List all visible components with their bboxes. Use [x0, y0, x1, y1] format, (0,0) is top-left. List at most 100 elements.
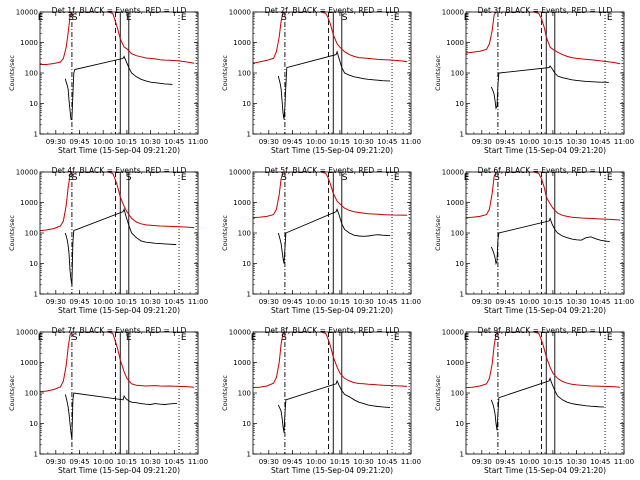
marker-s-3: S: [126, 173, 132, 183]
x-tick-label: 09:30: [46, 298, 66, 306]
series-lld-line: [466, 332, 621, 389]
x-tick-label: 10:30: [141, 298, 161, 306]
y-tick-label: 100: [25, 70, 38, 78]
marker-s-1: S: [68, 173, 74, 183]
marker-e-4: E: [181, 333, 187, 343]
x-tick-label: 10:30: [354, 458, 374, 466]
x-tick-label: 10:30: [567, 458, 587, 466]
y-tick-label: 10000: [229, 9, 251, 17]
y-tick-label: 10: [29, 100, 38, 108]
x-tick-label: 09:45: [495, 458, 515, 466]
marker-e-4: E: [181, 173, 187, 183]
panel-title: Det 8f, BLACK = Events, RED = LLD: [265, 326, 400, 335]
x-tick-label: 09:30: [46, 138, 66, 146]
x-tick-label: 09:45: [69, 458, 89, 466]
x-tick-label: 10:30: [567, 298, 587, 306]
y-tick-label: 10: [455, 420, 464, 428]
y-axis-label: Counts/sec: [8, 215, 16, 251]
y-tick-label: 1: [247, 131, 251, 139]
x-tick-label: 10:00: [519, 458, 539, 466]
marker-s-2: S: [494, 333, 500, 343]
series-lld-line: [40, 172, 195, 232]
x-tick-label: 10:15: [117, 458, 137, 466]
panel-title: Det 9f, BLACK = Events, RED = LLD: [478, 326, 613, 335]
series-events-line: [64, 207, 177, 285]
y-tick-label: 10000: [16, 9, 38, 17]
y-tick-label: 100: [238, 70, 251, 78]
y-tick-label: 1000: [233, 39, 251, 47]
y-tick-label: 1000: [20, 199, 38, 207]
x-tick-label: 10:00: [306, 298, 326, 306]
y-tick-label: 100: [238, 230, 251, 238]
marker-e-3: E: [394, 13, 400, 23]
x-tick-label: 09:30: [259, 458, 279, 466]
y-tick-label: 1000: [20, 359, 38, 367]
y-tick-label: 100: [451, 230, 464, 238]
x-tick-label: 09:30: [472, 298, 492, 306]
x-tick-label: 10:45: [590, 138, 610, 146]
x-tick-label: 11:00: [614, 138, 634, 146]
marker-e-3: E: [394, 173, 400, 183]
series-events-line: [277, 379, 391, 433]
y-tick-label: 100: [25, 390, 38, 398]
x-tick-label: 10:00: [519, 138, 539, 146]
x-tick-label: 10:00: [306, 458, 326, 466]
panel-title: Det 6f, BLACK = Events, RED = LLD: [478, 166, 613, 175]
y-tick-label: 10000: [442, 9, 464, 17]
y-tick-label: 10: [455, 260, 464, 268]
marker-e-1: E: [38, 333, 44, 343]
y-tick-label: 1000: [446, 359, 464, 367]
panel-2: S S E 1 10 100 1000 10000 09:30 09:45 10:00 10:15 10…: [221, 6, 421, 155]
x-tick-label: 10:15: [330, 298, 350, 306]
marker-s-2: S: [68, 13, 74, 23]
marker-s-2: S: [342, 13, 348, 23]
panel-8: E S E 1 10 100 1000 10000 09:30 09:45 10:00 10:15 10…: [221, 326, 421, 475]
x-tick-label: 10:45: [164, 138, 184, 146]
x-tick-label: 11:00: [188, 458, 208, 466]
x-tick-label: 10:15: [543, 298, 563, 306]
x-tick-label: 10:45: [164, 458, 184, 466]
x-tick-label: 09:45: [69, 298, 89, 306]
series-events-line: [64, 55, 173, 120]
series-events-line: [490, 217, 610, 266]
marker-s-3: S: [72, 13, 78, 23]
plot-frame: [39, 11, 199, 135]
x-tick-label: 09:30: [259, 138, 279, 146]
x-tick-label: 11:00: [614, 298, 634, 306]
y-tick-label: 1: [247, 451, 251, 459]
y-tick-label: 10: [242, 100, 251, 108]
marker-s-2: S: [72, 333, 78, 343]
plot-frame: [39, 331, 199, 455]
marker-e-2: E: [607, 13, 613, 23]
x-tick-label: 10:15: [543, 458, 563, 466]
panel-9: E S E 1 10 100 1000 10000 09:30 09:45 10:00 10:15 10…: [434, 326, 634, 475]
x-tick-label: 10:15: [330, 138, 350, 146]
y-tick-label: 1: [460, 131, 464, 139]
x-tick-label: 09:45: [495, 298, 515, 306]
y-tick-label: 10: [242, 420, 251, 428]
series-lld-line: [253, 332, 408, 389]
x-axis-label: Start Time (15-Sep-04 09:21:20): [271, 306, 393, 315]
marker-e-1: E: [464, 173, 470, 183]
y-tick-label: 10000: [229, 169, 251, 177]
series-events-line: [277, 208, 391, 264]
x-axis-label: Start Time (15-Sep-04 09:21:20): [58, 466, 180, 475]
panel-6: E S E 1 10 100 1000 10000 09:30 09:45 10:00 10:15 10…: [434, 166, 634, 315]
y-tick-label: 1000: [446, 39, 464, 47]
panel-title: Det 2f, BLACK = Events, RED = LLD: [265, 6, 400, 15]
y-tick-label: 1: [34, 451, 38, 459]
y-tick-label: 10: [29, 420, 38, 428]
panel-title: Det 3f, BLACK = Events, RED = LLD: [478, 6, 613, 15]
x-tick-label: 09:30: [259, 298, 279, 306]
x-tick-label: 10:00: [93, 458, 113, 466]
x-tick-label: 09:30: [472, 458, 492, 466]
series-lld-line: [253, 12, 408, 64]
marker-s-2: S: [494, 173, 500, 183]
marker-e-3: E: [394, 333, 400, 343]
marker-e-1: E: [251, 333, 257, 343]
y-tick-label: 10: [29, 260, 38, 268]
y-tick-label: 1000: [233, 359, 251, 367]
x-tick-label: 10:15: [117, 298, 137, 306]
y-tick-label: 1000: [446, 199, 464, 207]
